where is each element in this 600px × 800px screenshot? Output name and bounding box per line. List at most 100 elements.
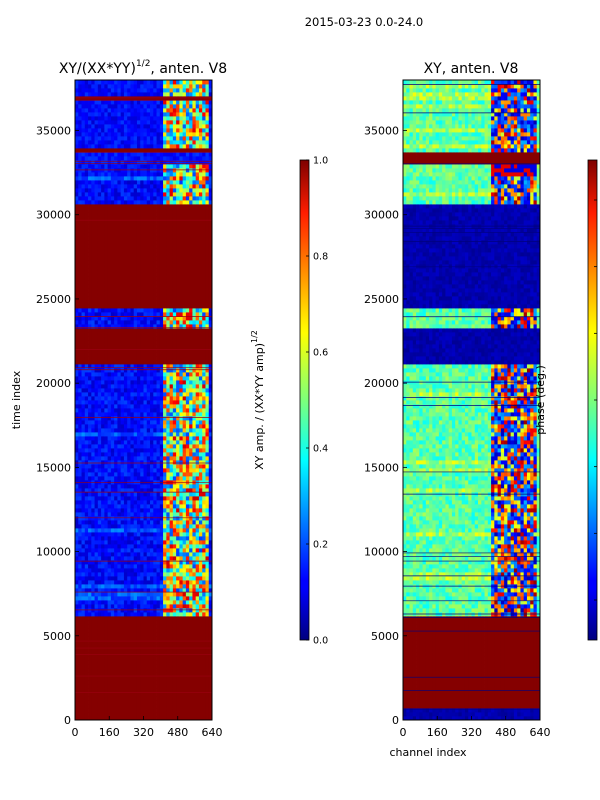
heatmap-cell (127, 632, 131, 637)
heatmap-cell (172, 468, 177, 473)
heatmap-cell (156, 692, 161, 697)
heatmap-cell (88, 388, 92, 393)
heatmap-cell (198, 516, 203, 521)
heatmap-cell (156, 328, 161, 333)
heatmap-cell (117, 676, 122, 681)
heatmap-cell (120, 488, 125, 493)
heatmap-cell (97, 456, 102, 461)
heatmap-cell (94, 272, 99, 277)
heatmap-cell (127, 340, 131, 345)
heatmap-cell (110, 668, 115, 673)
heatmap-cell (133, 440, 138, 445)
heatmap-cell (163, 268, 167, 273)
heatmap-cell (198, 632, 203, 637)
heatmap-cell (195, 368, 200, 373)
heatmap-cell (117, 648, 122, 653)
heatmap-cell (120, 428, 125, 433)
heatmap-cell (88, 268, 92, 273)
heatmap-cell (169, 448, 174, 453)
heatmap-cell (110, 696, 115, 701)
heatmap-cell (75, 376, 79, 381)
heatmap-cell (198, 644, 203, 649)
heatmap-cell (110, 292, 115, 297)
heatmap-cell (136, 436, 141, 441)
heatmap-cell (163, 700, 167, 705)
heatmap-cell (140, 280, 144, 285)
heatmap-cell (159, 412, 164, 417)
heatmap-cell (153, 596, 157, 601)
heatmap-cell (163, 368, 167, 373)
heatmap-cell (104, 572, 109, 577)
heatmap-cell (81, 308, 86, 313)
heatmap-cell (84, 300, 89, 305)
heatmap-cell (78, 464, 82, 469)
heatmap-cell (97, 664, 102, 669)
heatmap-cell (114, 344, 118, 349)
heatmap-cell (107, 476, 112, 481)
heatmap-cell (114, 568, 118, 573)
heatmap-cell (189, 680, 193, 685)
heatmap-cell (198, 280, 203, 285)
heatmap-cell (179, 336, 184, 341)
heatmap-cell (88, 508, 92, 513)
heatmap-cell (163, 432, 167, 437)
heatmap-cell (127, 328, 131, 333)
heatmap-cell (140, 264, 144, 269)
heatmap-cell (97, 544, 102, 549)
heatmap-cell (130, 408, 135, 413)
heatmap-row (75, 432, 213, 437)
heatmap-cell (140, 428, 144, 433)
heatmap-cell (182, 412, 187, 417)
heatmap-cell (176, 676, 180, 681)
heatmap-cell (75, 452, 79, 457)
heatmap-cell (166, 520, 170, 525)
heatmap-cell (172, 556, 177, 561)
heatmap-cell (198, 308, 203, 313)
heatmap-cell (166, 408, 170, 413)
heatmap-cell (172, 632, 177, 637)
heatmap-cell (127, 348, 131, 353)
heatmap-cell (104, 580, 109, 585)
heatmap-cell (159, 648, 164, 653)
heatmap-cell (163, 416, 167, 421)
heatmap-cell (110, 428, 115, 433)
heatmap-cell (94, 284, 99, 289)
heatmap-cell (189, 456, 193, 461)
heatmap-cell (202, 424, 206, 429)
heatmap-cell (202, 308, 206, 313)
heatmap-cell (159, 320, 164, 325)
heatmap-cell (97, 448, 102, 453)
heatmap-cell (120, 580, 125, 585)
heatmap-cell (143, 324, 148, 329)
heatmap-cell (94, 464, 99, 469)
heatmap-cell (202, 628, 206, 633)
heatmap-cell (97, 388, 102, 393)
heatmap-cell (75, 304, 79, 309)
heatmap-cell (101, 696, 105, 701)
heatmap-cell (192, 272, 197, 277)
heatmap-cell (114, 532, 118, 537)
heatmap-cell (153, 632, 157, 637)
heatmap-cell (205, 264, 210, 269)
heatmap-cell (114, 696, 118, 701)
heatmap-cell (143, 440, 148, 445)
heatmap-cell (117, 312, 122, 317)
heatmap-cell (169, 688, 174, 693)
heatmap-cell (185, 376, 190, 381)
heatmap-cell (202, 716, 206, 721)
heatmap-row (75, 492, 213, 497)
heatmap-cell (202, 292, 206, 297)
heatmap-cell (202, 712, 206, 717)
heatmap-cell (189, 576, 193, 581)
heatmap-cell (117, 504, 122, 509)
heatmap-cell (94, 656, 99, 661)
heatmap-cell (189, 408, 193, 413)
heatmap-cell (120, 516, 125, 521)
heatmap-cell (117, 408, 122, 413)
heatmap-cell (117, 692, 122, 697)
heatmap-cell (156, 700, 161, 705)
heatmap-cell (88, 580, 92, 585)
heatmap-cell (179, 616, 184, 621)
heatmap-cell (143, 464, 148, 469)
heatmap-cell (143, 692, 148, 697)
